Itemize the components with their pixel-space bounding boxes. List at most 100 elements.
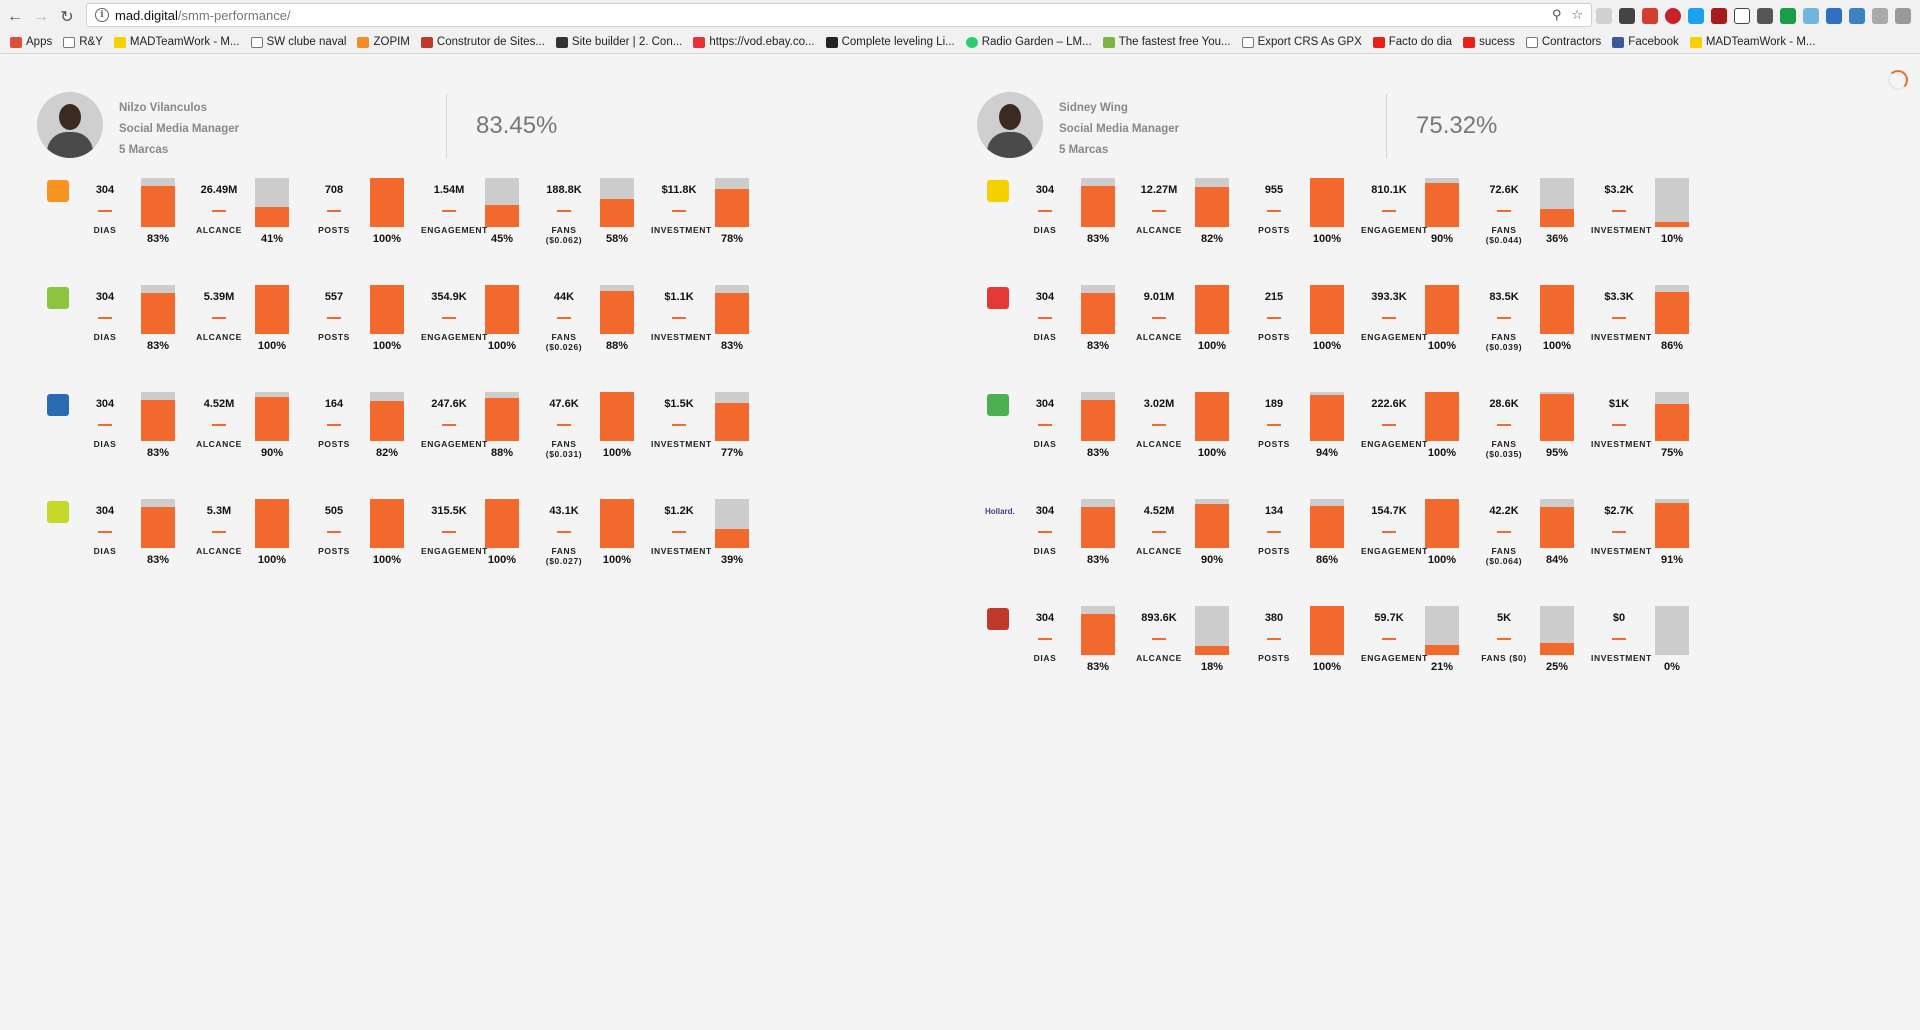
alcance-bar-cell: 82%: [1195, 178, 1229, 245]
bookmark-8[interactable]: Complete leveling Li...: [825, 36, 955, 48]
posts-label: POSTS: [1258, 546, 1290, 556]
engagement-metric: 1.54M ENGAGEMENT: [421, 178, 487, 235]
blue-oval-logo[interactable]: [47, 394, 69, 416]
fans-metric: 43.1K FANS ($0.027): [536, 499, 592, 566]
red-dots-logo[interactable]: [987, 287, 1009, 309]
alcance-percent: 100%: [1197, 340, 1227, 352]
bookmark-apps[interactable]: Apps: [10, 36, 52, 48]
brand-row: Hollard. 304 DIAS 83% 4.52M ALCANCE 90% 134 POST…: [977, 499, 1737, 606]
dias-label: DIAS: [1033, 225, 1057, 235]
fans-progress-fill: [1540, 285, 1574, 334]
dias-label: DIAS: [93, 225, 117, 235]
engagement-progress-bar: [485, 499, 519, 548]
extension-red-icon[interactable]: [1711, 8, 1727, 24]
dias-bar-cell: 83%: [1081, 392, 1115, 459]
posts-percent: 86%: [1315, 554, 1339, 566]
fans-metric: 42.2K FANS ($0.064): [1476, 499, 1532, 566]
extension-cloud-icon[interactable]: [1596, 8, 1612, 24]
investment-bar-cell: 91%: [1655, 499, 1689, 566]
investment-percent: 86%: [1660, 340, 1684, 352]
alcance-label: ALCANCE: [1136, 439, 1182, 449]
alcance-label: ALCANCE: [196, 546, 242, 556]
bookmark-2[interactable]: MADTeamWork - M...: [113, 36, 240, 48]
fans-percent: 25%: [1545, 661, 1569, 673]
extension-green-icon[interactable]: [1780, 8, 1796, 24]
engagement-progress-fill: [485, 285, 519, 334]
extension-last-icon[interactable]: [1895, 8, 1911, 24]
extension-cube-icon[interactable]: [1734, 8, 1750, 24]
dias-bar-cell: 83%: [141, 392, 175, 459]
pinterest-icon[interactable]: [1665, 8, 1681, 24]
investment-label: INVESTMENT: [651, 225, 712, 235]
twitter-icon[interactable]: [1688, 8, 1704, 24]
froot-logo[interactable]: [47, 501, 69, 523]
extension-blue-icon[interactable]: [1849, 8, 1865, 24]
bookmark-4[interactable]: ZOPIM: [357, 36, 410, 48]
fans-progress-bar: [1540, 499, 1574, 548]
info-icon[interactable]: i: [95, 8, 109, 22]
bookmark-11[interactable]: Export CRS As GPX: [1241, 36, 1362, 48]
dias-label: DIAS: [1033, 439, 1057, 449]
fans-progress-bar: [600, 285, 634, 334]
dash-divider: [327, 317, 341, 319]
green-bottle-logo[interactable]: [987, 394, 1009, 416]
dash-divider: [212, 424, 226, 426]
bookmark-16[interactable]: MADTeamWork - M...: [1689, 36, 1816, 48]
fans-label: FANS ($0.027): [545, 546, 583, 566]
bookmark-9[interactable]: Radio Garden – LM...: [965, 36, 1092, 48]
bookmark-1[interactable]: R&Y: [63, 36, 103, 48]
hollard-logo[interactable]: Hollard.: [985, 507, 1015, 516]
bookmark-12[interactable]: Facto do dia: [1372, 36, 1452, 48]
engagement-label: ENGAGEMENT: [1361, 653, 1428, 663]
alcance-metric: 12.27M ALCANCE: [1131, 178, 1187, 235]
address-bar[interactable]: i mad.digital/smm-performance/ ⚲ ☆: [86, 3, 1592, 27]
extension-mail-icon[interactable]: [1642, 8, 1658, 24]
bookmark-3[interactable]: SW clube naval: [250, 36, 346, 48]
posts-progress-fill: [1310, 178, 1344, 227]
bookmark-14[interactable]: Contractors: [1525, 36, 1601, 48]
green-leaf-logo[interactable]: [47, 287, 69, 309]
extension-lightblue-icon[interactable]: [1803, 8, 1819, 24]
fans-progress-bar: [1540, 178, 1574, 227]
bookmark-10[interactable]: The fastest free You...: [1102, 36, 1231, 48]
manager-profile: Sidney Wing Social Media Manager 5 Marcas 7…: [977, 88, 1737, 178]
engagement-progress-fill: [1425, 392, 1459, 441]
investment-bar-cell: 10%: [1655, 178, 1689, 245]
extension-box-icon[interactable]: [1757, 8, 1773, 24]
avatar-body: [47, 132, 93, 158]
posts-metric: 557 POSTS: [306, 285, 362, 342]
posts-percent: 94%: [1315, 447, 1339, 459]
dias-progress-bar: [141, 178, 175, 227]
avatar[interactable]: [977, 92, 1043, 158]
extension-dark-icon[interactable]: [1619, 8, 1635, 24]
avatar[interactable]: [37, 92, 103, 158]
fans-label: FANS ($0.064): [1485, 546, 1523, 566]
reload-icon[interactable]: ↻: [60, 9, 74, 26]
star-icon[interactable]: ☆: [1571, 7, 1583, 22]
emblem-logo[interactable]: [987, 608, 1009, 630]
bookmark-13[interactable]: sucess: [1463, 36, 1515, 48]
dias-value: 304: [1035, 398, 1055, 410]
manager-profile: Nilzo Vilanculos Social Media Manager 5 Ma…: [37, 88, 797, 178]
bookmark-ext-icon[interactable]: [1826, 8, 1842, 24]
dash-divider: [1152, 638, 1166, 640]
dias-bar-cell: 83%: [141, 499, 175, 566]
yellow-green-logo[interactable]: [987, 180, 1009, 202]
posts-value: 164: [324, 398, 344, 410]
bookmark-5[interactable]: Construtor de Sites...: [420, 36, 545, 48]
fans-value: 44K: [553, 291, 575, 303]
extension-gray-icon[interactable]: [1872, 8, 1888, 24]
investment-progress-fill: [715, 528, 749, 548]
bookmark-15[interactable]: Facebook: [1612, 36, 1679, 48]
dash-divider: [1038, 317, 1052, 319]
orange-square-logo[interactable]: [47, 180, 69, 202]
alcance-progress-bar: [1195, 499, 1229, 548]
bookmark-7[interactable]: https://vod.ebay.co...: [693, 36, 815, 48]
forward-icon[interactable]: →: [33, 8, 49, 25]
bookmark-6[interactable]: Site builder | 2. Con...: [555, 36, 682, 48]
dash-divider: [327, 210, 341, 212]
zoom-icon[interactable]: ⚲: [1551, 7, 1562, 22]
fans-value: 43.1K: [549, 505, 579, 517]
back-icon[interactable]: ←: [7, 8, 23, 25]
fans-progress-bar: [600, 392, 634, 441]
